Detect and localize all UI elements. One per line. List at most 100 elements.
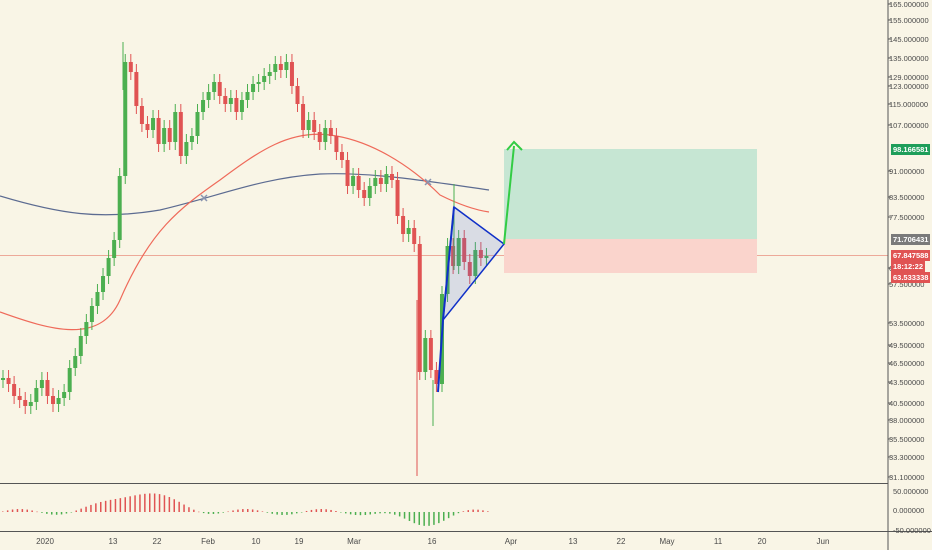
candle-body — [234, 98, 239, 112]
price-tick-label: 115.000000 — [889, 100, 929, 109]
osc-bar — [467, 510, 469, 512]
date-tick-label: 2020 — [36, 537, 54, 546]
price-tick-label: 123.000000 — [889, 82, 929, 91]
arrow-head — [506, 140, 523, 151]
last-price-badge: 67.847588 — [891, 250, 931, 261]
osc-bar — [247, 509, 249, 512]
price-tick-label: 135.000000 — [889, 54, 929, 63]
candle-body — [423, 338, 428, 372]
candle-body — [112, 240, 117, 258]
triangle-pattern[interactable] — [437, 140, 523, 393]
osc-bar — [207, 512, 210, 514]
candle-body — [73, 356, 78, 368]
candle-body — [162, 128, 167, 144]
osc-bar — [212, 512, 215, 514]
osc-bar — [55, 512, 58, 515]
stop-zone[interactable] — [504, 239, 757, 273]
osc-bar — [51, 512, 53, 515]
candle-body — [184, 142, 189, 156]
price-tick-label: 35.500000 — [889, 435, 925, 444]
candle-body — [95, 292, 100, 306]
candle-body — [28, 402, 33, 406]
osc-bar — [428, 512, 430, 526]
price-tick-label: 107.000000 — [889, 121, 929, 130]
breakout-arrow[interactable] — [503, 145, 515, 245]
price-tick-label: 77.500000 — [889, 213, 925, 222]
osc-bar — [227, 511, 229, 513]
osc-bar — [95, 503, 97, 512]
candle-body — [362, 190, 367, 198]
osc-bar — [443, 512, 445, 521]
candle-body — [101, 276, 106, 292]
osc-bar — [423, 512, 425, 526]
date-tick-label: Mar — [347, 537, 361, 546]
osc-bar — [222, 512, 224, 513]
osc-bar — [46, 512, 48, 514]
flagpole-line[interactable] — [437, 206, 455, 393]
osc-bar — [251, 509, 254, 512]
osc-bar — [335, 511, 337, 512]
osc-bar — [345, 512, 347, 514]
osc-bar — [124, 497, 126, 512]
osc-bar — [242, 509, 244, 512]
fast-ma-line — [0, 133, 490, 331]
osc-bar — [80, 508, 82, 512]
osc-bar — [374, 512, 376, 514]
osc-bar — [168, 497, 171, 512]
candle-body — [128, 62, 133, 72]
osc-bar — [232, 510, 234, 512]
osc-bar — [291, 512, 293, 515]
date-tick-label: 20 — [757, 537, 767, 546]
price-tick-label: 49.500000 — [889, 341, 925, 350]
price-tick-label: 91.000000 — [889, 167, 925, 176]
osc-bar — [163, 495, 166, 512]
date-tick-label: May — [659, 537, 675, 546]
candle-body — [434, 370, 439, 384]
osc-bar — [394, 512, 396, 515]
candle-body — [51, 396, 56, 404]
osc-bar — [70, 512, 73, 513]
date-tick-label: Apr — [504, 537, 518, 546]
osc-bar — [129, 496, 131, 512]
candle-body — [456, 238, 461, 266]
osc-bar — [281, 512, 283, 515]
position-zones[interactable] — [504, 149, 757, 273]
candle-body — [228, 98, 233, 104]
osc-bar — [26, 509, 28, 512]
candle-body — [328, 128, 333, 136]
candle-body — [223, 96, 228, 104]
candle-body — [356, 176, 361, 190]
profit-zone[interactable] — [504, 149, 757, 239]
candle-body — [17, 396, 22, 400]
osc-bar — [320, 509, 322, 512]
osc-bar — [340, 512, 342, 513]
osc-bar — [2, 511, 4, 513]
candle-body — [39, 380, 44, 388]
osc-bar — [134, 495, 136, 512]
candle-body — [106, 258, 111, 276]
candle-body — [6, 378, 11, 384]
osc-bar — [389, 512, 391, 514]
osc-bar — [276, 512, 278, 515]
candle-body — [323, 128, 328, 142]
osc-bar — [198, 511, 200, 513]
oscillator-histogram — [2, 493, 489, 526]
osc-bar — [286, 512, 288, 515]
candle-body — [467, 262, 472, 276]
osc-bar — [330, 509, 332, 512]
osc-bar — [438, 512, 440, 524]
osc-label-bottom: -50.000000 — [893, 526, 931, 535]
candle-body — [151, 118, 156, 130]
candle-body — [278, 64, 283, 70]
candle-body — [273, 64, 278, 72]
candle-body — [262, 76, 267, 82]
slow-ma-line — [0, 173, 490, 216]
osc-bar — [202, 512, 205, 514]
osc-bar — [90, 504, 92, 512]
candle-body — [45, 380, 50, 396]
osc-bar — [31, 510, 33, 512]
osc-bar — [482, 510, 484, 512]
